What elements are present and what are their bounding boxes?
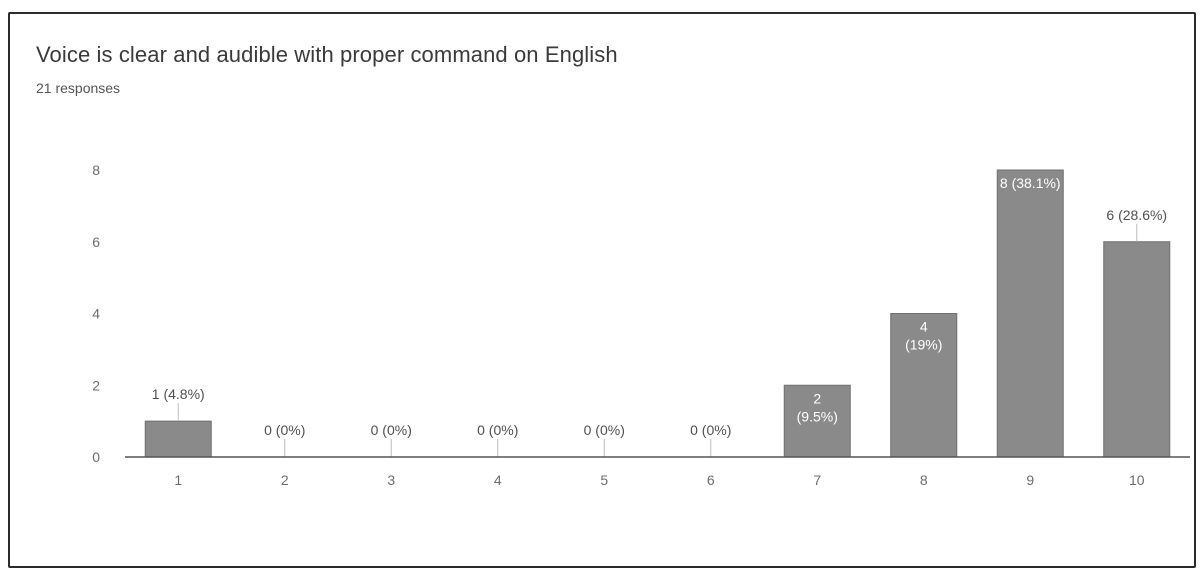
- bar: [1103, 241, 1171, 458]
- x-tick-label: 2: [281, 472, 289, 488]
- data-label: 0 (0%): [477, 422, 518, 438]
- bar: [144, 420, 212, 458]
- data-label: 0 (0%): [584, 422, 625, 438]
- chart-title: Voice is clear and audible with proper c…: [36, 42, 618, 67]
- bar: [996, 169, 1064, 458]
- data-label: 4: [920, 319, 928, 335]
- x-tick-label: 8: [920, 472, 928, 488]
- x-tick-label: 7: [813, 472, 821, 488]
- data-label: 6 (28.6%): [1106, 207, 1167, 223]
- x-tick-label: 6: [707, 472, 715, 488]
- data-label: (19%): [905, 337, 942, 353]
- data-label: 0 (0%): [264, 422, 305, 438]
- x-tick-label: 5: [600, 472, 608, 488]
- y-tick-label: 0: [92, 449, 100, 465]
- bar: [890, 313, 958, 458]
- data-label: 0 (0%): [690, 422, 731, 438]
- x-tick-label: 9: [1026, 472, 1034, 488]
- y-tick-label: 2: [92, 377, 100, 393]
- x-tick-label: 4: [494, 472, 502, 488]
- data-label: 1 (4.8%): [152, 386, 205, 402]
- data-label: 8 (38.1%): [1000, 175, 1061, 191]
- data-label: (9.5%): [797, 408, 838, 424]
- bar: [783, 384, 851, 458]
- data-label: 0 (0%): [371, 422, 412, 438]
- x-tick-label: 10: [1129, 472, 1145, 488]
- x-tick-label: 1: [174, 472, 182, 488]
- response-count: 21 responses: [36, 80, 121, 96]
- y-tick-label: 6: [92, 234, 100, 250]
- y-tick-label: 8: [92, 162, 100, 178]
- x-tick-label: 3: [387, 472, 395, 488]
- y-tick-label: 4: [92, 306, 100, 322]
- data-label: 2: [813, 390, 821, 406]
